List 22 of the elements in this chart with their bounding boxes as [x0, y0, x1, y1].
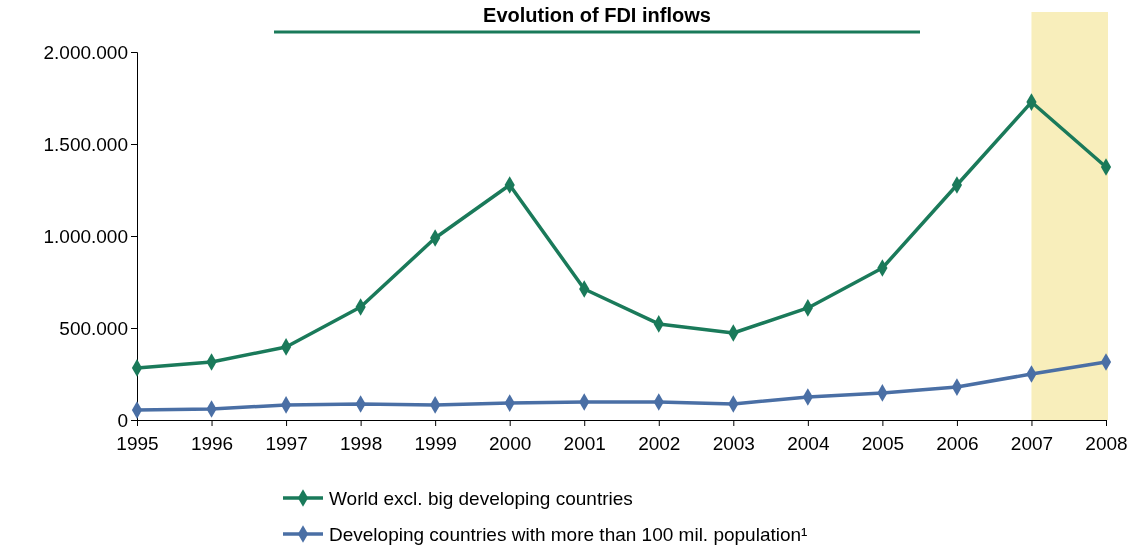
y-tick-label: 500.000 [59, 317, 128, 339]
x-tick-label: 2002 [638, 432, 681, 454]
legend-label: World excl. big developing countries [329, 487, 633, 509]
x-tick-label: 2007 [1010, 432, 1054, 454]
y-tick-label: 1.000.000 [43, 225, 128, 247]
x-tick-label: 1999 [414, 432, 457, 454]
chart-title: Evolution of FDI inflows [483, 4, 711, 26]
x-tick-label: 2000 [489, 432, 532, 454]
x-tick-label: 2006 [936, 432, 979, 454]
x-tick-label: 1997 [265, 432, 308, 454]
y-tick-label: 1.500.000 [43, 133, 128, 155]
x-tick-label: 1996 [190, 432, 234, 454]
x-tick-label: 2008 [1085, 432, 1128, 454]
x-tick-label: 2005 [861, 432, 905, 454]
x-tick-label: 2001 [563, 432, 606, 454]
x-tick-label: 1998 [339, 432, 383, 454]
legend-label: Developing countries with more than 100 mil. population¹ [329, 523, 808, 545]
x-tick-label: 2003 [712, 432, 755, 454]
y-tick-label: 0 [117, 409, 128, 431]
x-tick-label: 2004 [787, 432, 830, 454]
y-tick-label: 2.000.000 [43, 41, 128, 63]
x-tick-label: 1995 [116, 432, 159, 454]
